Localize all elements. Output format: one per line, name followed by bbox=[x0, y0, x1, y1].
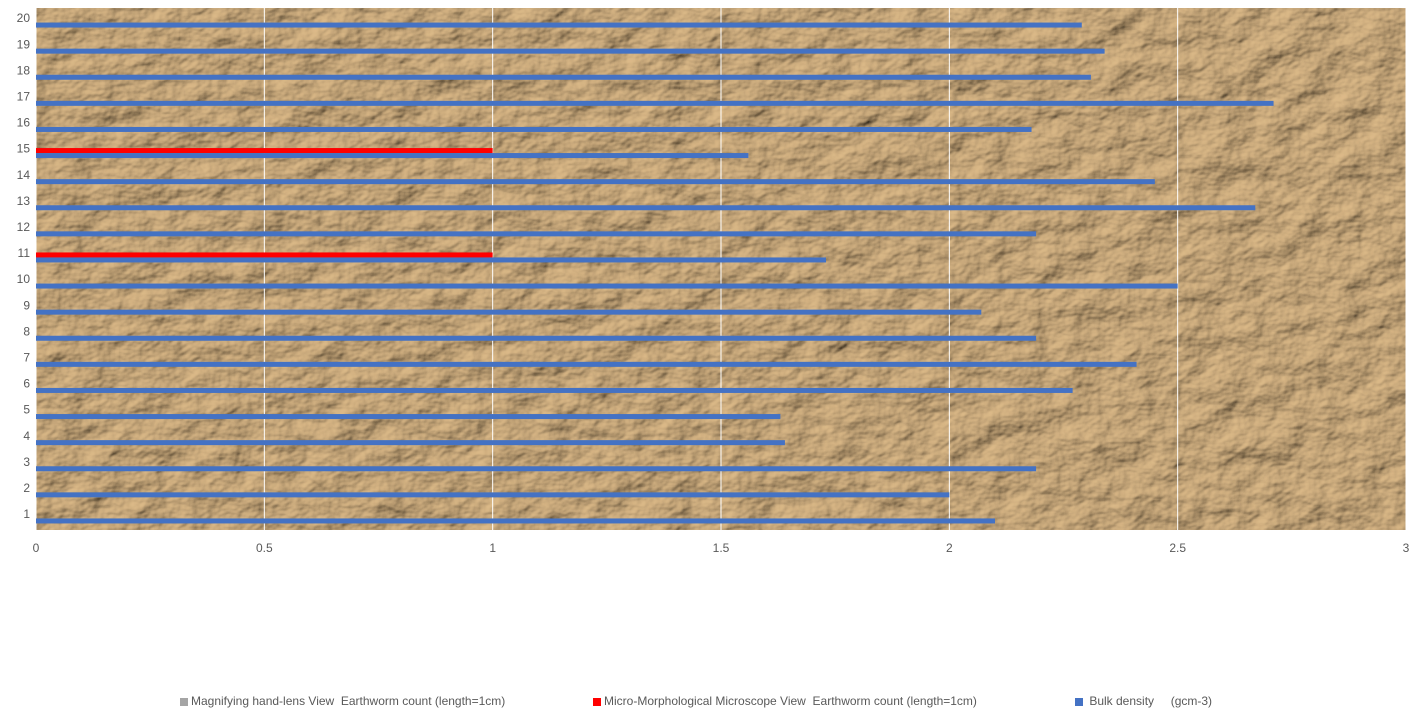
y-tick-label: 20 bbox=[17, 11, 31, 25]
x-tick-label: 0 bbox=[33, 541, 40, 555]
bar bbox=[36, 148, 493, 153]
y-tick-label: 2 bbox=[23, 481, 30, 495]
bar bbox=[36, 205, 1255, 210]
y-tick-label: 19 bbox=[17, 37, 31, 51]
y-tick-label: 3 bbox=[23, 455, 30, 469]
bar bbox=[36, 252, 493, 257]
x-tick-label: 2 bbox=[946, 541, 953, 555]
y-tick-label: 15 bbox=[17, 142, 31, 156]
bar bbox=[36, 388, 1073, 393]
legend-label: Micro-Morphological Microscope View Eart… bbox=[604, 694, 977, 708]
y-tick-label: 1 bbox=[23, 507, 30, 521]
bar bbox=[36, 153, 748, 158]
y-tick-label: 12 bbox=[17, 220, 31, 234]
bar bbox=[36, 336, 1036, 341]
y-tick-label: 10 bbox=[17, 272, 31, 286]
bar bbox=[36, 23, 1082, 28]
bar bbox=[36, 518, 995, 523]
legend-swatch bbox=[180, 698, 188, 706]
y-tick-label: 13 bbox=[17, 194, 31, 208]
y-tick-label: 8 bbox=[23, 324, 30, 338]
bar bbox=[36, 179, 1155, 184]
y-tick-label: 17 bbox=[17, 90, 31, 104]
bar bbox=[36, 414, 780, 419]
x-tick-label: 3 bbox=[1403, 541, 1410, 555]
bar bbox=[36, 127, 1032, 132]
x-tick-label: 2.5 bbox=[1169, 541, 1186, 555]
bar bbox=[36, 49, 1105, 54]
y-tick-label: 16 bbox=[17, 116, 31, 130]
legend-swatch bbox=[1075, 698, 1083, 706]
y-tick-label: 7 bbox=[23, 351, 30, 365]
bar bbox=[36, 440, 785, 445]
y-tick-label: 11 bbox=[18, 246, 31, 260]
y-tick-label: 4 bbox=[23, 429, 30, 443]
bar bbox=[36, 284, 1178, 289]
legend-label: Bulk density (gcm-3) bbox=[1086, 694, 1212, 708]
bar bbox=[36, 231, 1036, 236]
legend-label: Magnifying hand-lens View Earthworm coun… bbox=[191, 694, 505, 708]
bar bbox=[36, 362, 1137, 367]
y-tick-label: 5 bbox=[23, 403, 30, 417]
bar bbox=[36, 310, 981, 315]
legend-swatch bbox=[593, 698, 601, 706]
x-tick-label: 1.5 bbox=[713, 541, 730, 555]
y-tick-label: 18 bbox=[17, 63, 31, 77]
bar bbox=[36, 466, 1036, 471]
bar bbox=[36, 492, 949, 497]
bar bbox=[36, 75, 1091, 80]
x-tick-label: 1 bbox=[489, 541, 496, 555]
y-tick-label: 6 bbox=[23, 377, 30, 391]
y-tick-label: 9 bbox=[23, 298, 30, 312]
x-tick-label: 0.5 bbox=[256, 541, 273, 555]
chart: 00.511.522.53123456789101112131415161718… bbox=[0, 0, 1428, 715]
bar bbox=[36, 257, 826, 262]
y-tick-label: 14 bbox=[17, 168, 31, 182]
bar bbox=[36, 101, 1274, 106]
